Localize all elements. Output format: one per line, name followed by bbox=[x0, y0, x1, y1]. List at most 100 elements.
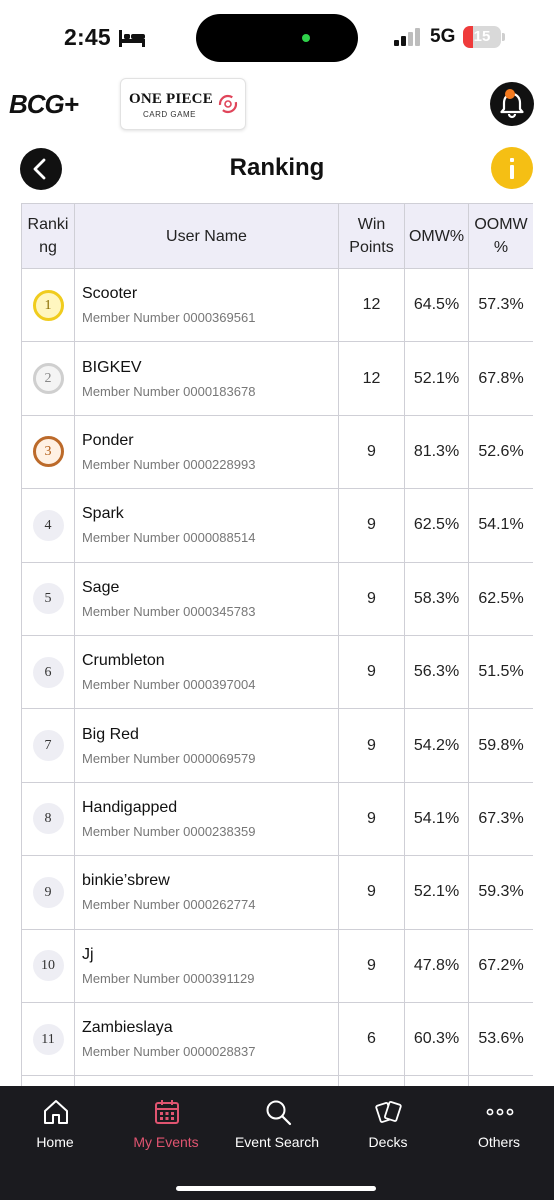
rank-badge: 6 bbox=[32, 656, 64, 688]
rank-cell: 4 bbox=[21, 488, 75, 563]
member-number: Member Number 0000088514 bbox=[82, 530, 256, 546]
cards-icon bbox=[375, 1101, 402, 1123]
user-name: Handigapped bbox=[82, 798, 178, 816]
oomw-cell: 54.1% bbox=[468, 488, 533, 563]
table-row[interactable]: 1 Scooter Member Number 0000369561 12 64.5% 5… bbox=[21, 267, 533, 343]
omw-cell: 52.1% bbox=[404, 855, 469, 930]
table-row[interactable]: 9 binkie’sbrew Member Number 0000262774 9 52… bbox=[21, 855, 533, 930]
table-row[interactable]: 3 Ponder Member Number 0000228993 9 81.3% 52.… bbox=[21, 414, 533, 490]
oomw-cell: 67.3% bbox=[468, 781, 533, 857]
table-row[interactable]: 4 Spark Member Number 0000088514 9 62.5% 54.1… bbox=[21, 488, 533, 563]
rank-badge: 11 bbox=[32, 1023, 64, 1055]
table-row-partial[interactable] bbox=[21, 1075, 533, 1086]
win-points-cell: 9 bbox=[338, 781, 405, 857]
search-icon bbox=[266, 1100, 292, 1126]
ranking-table-container[interactable]: Ranki ng User Name Win Points OMW% OOMW … bbox=[21, 203, 533, 1086]
empty-cell bbox=[404, 1075, 469, 1086]
column-header-omw: OMW% bbox=[404, 203, 469, 269]
rank-cell: 2 bbox=[21, 341, 75, 416]
user-cell: Scooter Member Number 0000369561 bbox=[74, 267, 339, 343]
more-icon bbox=[486, 1108, 514, 1116]
member-number: Member Number 0000397004 bbox=[82, 677, 256, 693]
oomw-cell: 51.5% bbox=[468, 634, 533, 710]
user-cell: Spark Member Number 0000088514 bbox=[74, 488, 339, 563]
signal-icon bbox=[394, 28, 420, 46]
user-name: Ponder bbox=[82, 431, 134, 449]
info-button[interactable] bbox=[491, 147, 533, 189]
nav-item-decks[interactable]: Decks bbox=[333, 1086, 443, 1166]
battery-icon: 15 bbox=[463, 26, 501, 48]
rank-cell: 3 bbox=[21, 414, 75, 490]
user-name: binkie’sbrew bbox=[82, 872, 170, 890]
nav-label-event-search: Event Search bbox=[234, 1134, 320, 1150]
calendar-icon bbox=[155, 1100, 179, 1124]
omw-cell: 60.3% bbox=[404, 1001, 469, 1077]
oomw-cell: 59.3% bbox=[468, 855, 533, 930]
column-header-rank: Ranki ng bbox=[21, 203, 75, 269]
nav-item-others[interactable]: Others bbox=[444, 1086, 554, 1166]
member-number: Member Number 0000345783 bbox=[82, 603, 256, 619]
nav-item-home[interactable]: Home bbox=[0, 1086, 110, 1166]
oomw-cell: 67.2% bbox=[468, 928, 533, 1003]
status-bar: 2:45 5G 15 bbox=[0, 0, 554, 76]
table-row[interactable]: 11 Zambieslaya Member Number 0000028837 6 60… bbox=[21, 1001, 533, 1077]
member-number: Member Number 0000238359 bbox=[82, 823, 256, 839]
win-points-cell: 9 bbox=[338, 634, 405, 710]
rank-cell: 7 bbox=[21, 708, 75, 783]
win-points-cell: 9 bbox=[338, 488, 405, 563]
win-points-cell: 12 bbox=[338, 267, 405, 343]
battery-tip bbox=[502, 33, 505, 41]
member-number: Member Number 0000369561 bbox=[82, 310, 256, 326]
game-logo-text: ONE PIECE bbox=[129, 91, 213, 107]
network-label: 5G bbox=[430, 26, 456, 47]
rank-cell: 8 bbox=[21, 781, 75, 857]
user-cell: BIGKEV Member Number 0000183678 bbox=[74, 341, 339, 416]
medal-bronze-icon: 3 bbox=[32, 436, 64, 468]
nav-item-event-search[interactable]: Event Search bbox=[222, 1086, 332, 1166]
member-number: Member Number 0000228993 bbox=[82, 456, 256, 472]
refresh-icon bbox=[218, 94, 238, 114]
battery-percent: 15 bbox=[473, 28, 491, 45]
empty-cell bbox=[338, 1075, 405, 1086]
nav-label-my-events: My Events bbox=[133, 1134, 199, 1150]
user-name: Crumbleton bbox=[82, 652, 165, 670]
table-row[interactable]: 6 Crumbleton Member Number 0000397004 9 56.3… bbox=[21, 634, 533, 710]
empty-cell bbox=[21, 1075, 75, 1086]
rank-cell: 9 bbox=[21, 855, 75, 930]
bed-icon bbox=[119, 30, 145, 47]
game-logo[interactable]: ONE PIECE CARD GAME bbox=[120, 78, 246, 130]
omw-cell: 64.5% bbox=[404, 267, 469, 343]
column-header-win-points: Win Points bbox=[338, 203, 405, 269]
user-name: BIGKEV bbox=[82, 358, 142, 376]
rank-cell: 11 bbox=[21, 1001, 75, 1077]
table-row[interactable]: 5 Sage Member Number 0000345783 9 58.3% 62.5% bbox=[21, 561, 533, 636]
home-indicator bbox=[176, 1186, 376, 1191]
omw-cell: 52.1% bbox=[404, 341, 469, 416]
rank-badge: 7 bbox=[32, 730, 64, 762]
member-number: Member Number 0000183678 bbox=[82, 383, 256, 399]
nav-item-my-events[interactable]: My Events bbox=[111, 1086, 221, 1166]
oomw-cell: 67.8% bbox=[468, 341, 533, 416]
notification-button[interactable] bbox=[490, 82, 534, 126]
omw-cell: 81.3% bbox=[404, 414, 469, 490]
table-row[interactable]: 2 BIGKEV Member Number 0000183678 12 52.1% 67… bbox=[21, 341, 533, 416]
user-cell: Ponder Member Number 0000228993 bbox=[74, 414, 339, 490]
table-row[interactable]: 10 Jj Member Number 0000391129 9 47.8% 67.2% bbox=[21, 928, 533, 1003]
nav-label-decks: Decks bbox=[368, 1134, 408, 1150]
omw-cell: 62.5% bbox=[404, 488, 469, 563]
medal-silver-icon: 2 bbox=[32, 363, 64, 395]
battery-level bbox=[463, 26, 473, 48]
omw-cell: 54.1% bbox=[404, 781, 469, 857]
win-points-cell: 9 bbox=[338, 561, 405, 636]
member-number: Member Number 0000028837 bbox=[82, 1044, 256, 1060]
column-header-user: User Name bbox=[74, 203, 339, 269]
user-cell: Zambieslaya Member Number 0000028837 bbox=[74, 1001, 339, 1077]
back-button[interactable] bbox=[20, 148, 62, 190]
table-row[interactable]: 8 Handigapped Member Number 0000238359 9 54.… bbox=[21, 781, 533, 857]
oomw-cell: 53.6% bbox=[468, 1001, 533, 1077]
omw-cell: 58.3% bbox=[404, 561, 469, 636]
nav-label-home: Home bbox=[36, 1134, 74, 1150]
app-logo: BCG+ bbox=[9, 89, 79, 119]
table-row[interactable]: 7 Big Red Member Number 0000069579 9 54.2% 59… bbox=[21, 708, 533, 783]
omw-cell: 54.2% bbox=[404, 708, 469, 783]
